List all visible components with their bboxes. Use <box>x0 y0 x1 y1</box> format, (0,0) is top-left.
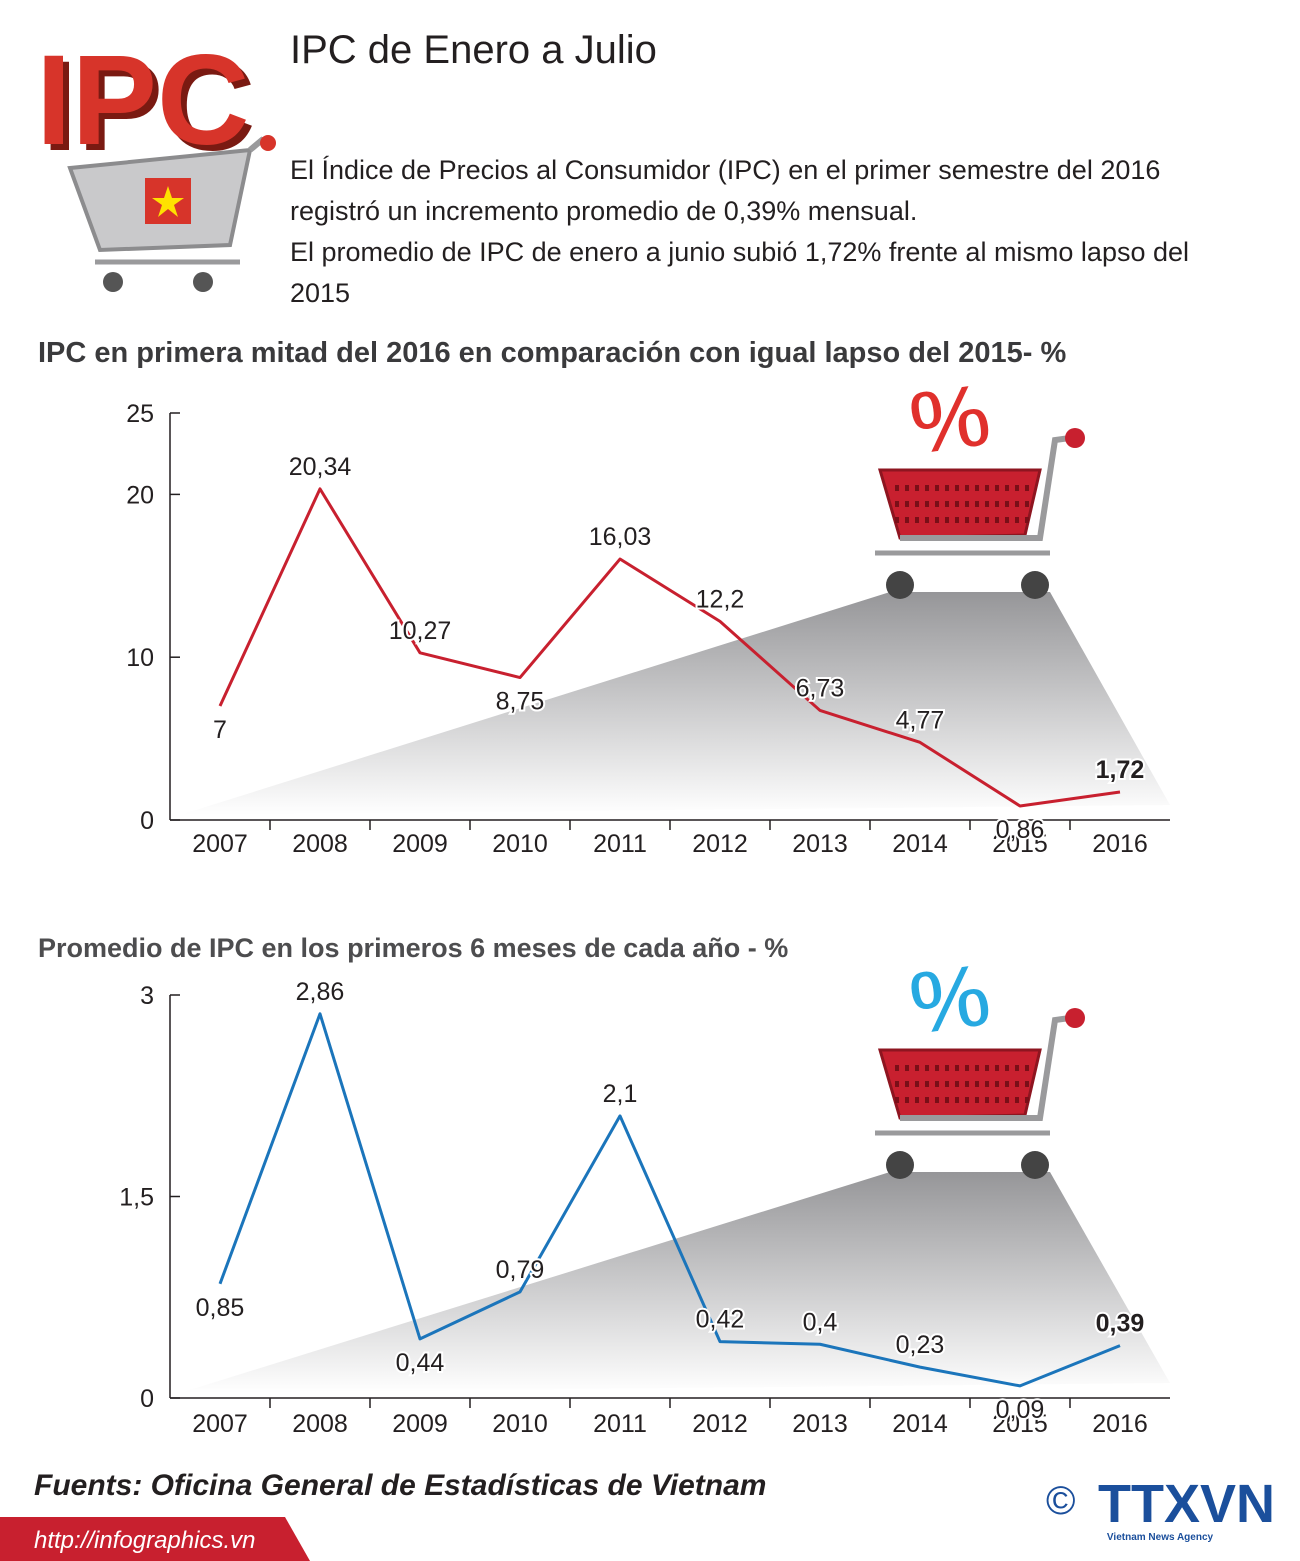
value-label: 2,1 <box>603 1080 638 1108</box>
x-tick-label: 2014 <box>892 1410 948 1438</box>
value-label: 10,27 <box>389 617 452 645</box>
value-label: 0,44 <box>396 1349 445 1377</box>
x-tick-label: 2012 <box>692 1410 748 1438</box>
x-tick-label: 2010 <box>492 830 548 858</box>
source: Fuents: Oficina General de Estadísticas … <box>34 1469 766 1502</box>
value-label: 0,86 <box>996 816 1045 844</box>
y-tick-label: 25 <box>126 400 154 428</box>
cart-wheel <box>1021 1151 1049 1179</box>
cart-wheel <box>1021 571 1049 599</box>
cart-badge: % <box>903 945 996 1055</box>
x-tick-label: 2016 <box>1092 1410 1148 1438</box>
x-tick-label: 2011 <box>593 830 647 858</box>
value-label: 20,34 <box>289 453 352 481</box>
cart-knob <box>1065 428 1085 448</box>
cart-handle <box>900 435 1071 541</box>
shadow-ramp <box>180 592 1170 815</box>
agency-sub: Vietnam News Agency <box>1107 1532 1214 1543</box>
description-line: El Índice de Precios al Consumidor (IPC)… <box>290 155 1161 226</box>
value-label: 2,86 <box>296 978 345 1006</box>
value-label: 8,75 <box>496 688 545 716</box>
cart-wheel <box>886 571 914 599</box>
description-line: El promedio de IPC de enero a junio subi… <box>290 237 1190 308</box>
footer-band <box>0 1517 310 1561</box>
copyright: © <box>1046 1479 1075 1523</box>
value-label: 0,4 <box>803 1308 838 1336</box>
value-label: 16,03 <box>589 523 652 551</box>
line <box>218 487 1121 808</box>
url: http://infographics.vn <box>34 1527 255 1554</box>
x-tick-label: 2015 <box>992 1410 1048 1438</box>
y-tick-label: 20 <box>126 481 154 509</box>
y-tick-label: 0 <box>140 807 154 835</box>
cart-badge: % <box>903 365 996 475</box>
cart-knob <box>1065 1008 1085 1028</box>
title: IPC de Enero a Julio <box>290 28 657 72</box>
x-tick-label: 2012 <box>692 830 748 858</box>
value-label: 1,72 <box>1096 756 1145 784</box>
value-label: 0,39 <box>1096 1310 1145 1338</box>
agency-logo: TTXVN <box>1098 1474 1275 1534</box>
shadow-ramp <box>180 1172 1170 1393</box>
x-tick-label: 2009 <box>392 1410 448 1438</box>
cart-handle <box>900 1015 1071 1121</box>
x-tick-label: 2008 <box>292 830 348 858</box>
x-tick-label: 2016 <box>1092 830 1148 858</box>
chart-title: Promedio de IPC en los primeros 6 meses … <box>38 933 788 963</box>
value-label: 7 <box>213 716 227 744</box>
chart: Promedio de IPC en los primeros 6 meses … <box>38 933 1170 1438</box>
description: El Índice de Precios al Consumidor (IPC)… <box>290 150 1250 314</box>
value-label: 6,73 <box>796 674 845 702</box>
x-tick-label: 2013 <box>792 830 848 858</box>
y-tick-label: 0 <box>140 1385 154 1413</box>
value-label: 12,2 <box>696 585 745 613</box>
y-tick-label: 1,5 <box>119 1184 154 1212</box>
chart: IPC en primera mitad del 2016 en compara… <box>38 337 1170 858</box>
cart-wheel <box>886 1151 914 1179</box>
value-label: 0,23 <box>896 1331 945 1359</box>
value-label: 0,79 <box>496 1256 545 1284</box>
x-tick-label: 2010 <box>492 1410 548 1438</box>
x-tick-label: 2013 <box>792 1410 848 1438</box>
line <box>218 1012 1121 1388</box>
x-tick-label: 2011 <box>593 1410 647 1438</box>
y-tick-label: 3 <box>140 982 154 1010</box>
value-label: 0,09 <box>996 1396 1045 1424</box>
header-cart <box>67 135 276 292</box>
y-tick-label: 10 <box>126 644 154 672</box>
x-tick-label: 2009 <box>392 830 448 858</box>
value-label: 0,85 <box>196 1294 245 1322</box>
x-tick-label: 2007 <box>192 1410 248 1438</box>
value-label: 4,77 <box>896 706 945 734</box>
value-label: 0,42 <box>696 1306 745 1334</box>
x-tick-label: 2007 <box>192 830 248 858</box>
logo-text: IPC <box>36 29 249 172</box>
x-tick-label: 2015 <box>992 830 1048 858</box>
chart-title: IPC en primera mitad del 2016 en compara… <box>38 337 1066 369</box>
x-tick-label: 2014 <box>892 830 948 858</box>
x-tick-label: 2008 <box>292 1410 348 1438</box>
